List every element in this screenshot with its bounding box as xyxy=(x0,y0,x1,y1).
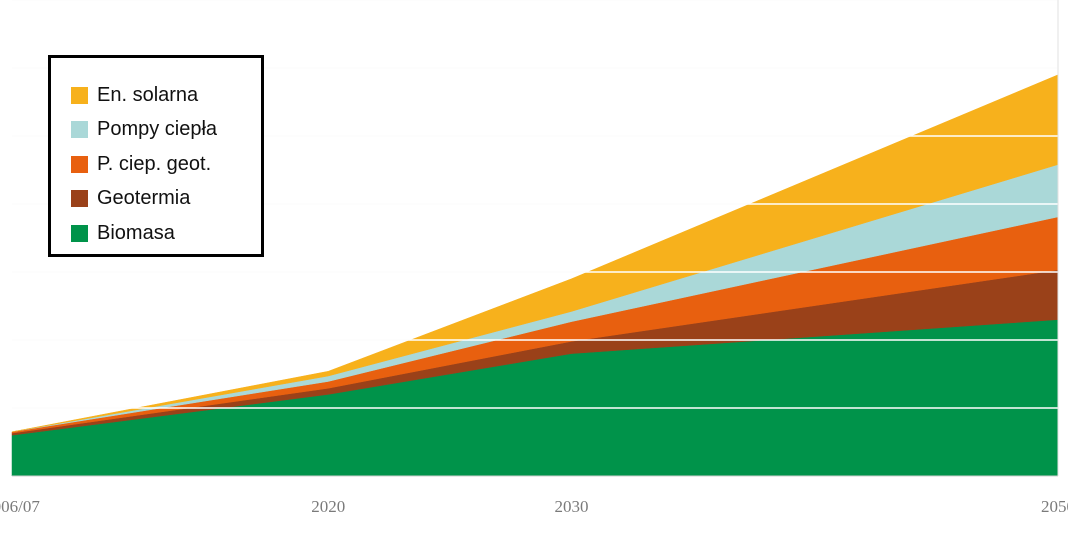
legend-label: En. solarna xyxy=(97,83,199,106)
x-tick-label: 2030 xyxy=(554,497,588,516)
legend-swatch xyxy=(71,86,88,104)
legend-label: P. ciep. geot. xyxy=(97,152,212,175)
legend-item: Geotermia xyxy=(71,182,261,217)
legend-label: Biomasa xyxy=(97,221,175,244)
legend-swatch xyxy=(71,190,88,208)
x-axis-ticks: 2006/07 2020 2030 2050 xyxy=(0,497,1068,516)
legend-swatch xyxy=(71,155,88,173)
legend: En. solarna Pompy ciepła P. ciep. geot. Geo… xyxy=(48,55,264,257)
x-tick-label: 2050 xyxy=(1041,497,1068,516)
legend-swatch xyxy=(71,121,88,139)
legend-item: P. ciep. geot. xyxy=(71,147,261,182)
x-tick-label: 2006/07 xyxy=(0,497,40,516)
legend-label: Pompy ciepła xyxy=(97,118,218,141)
legend-swatch xyxy=(71,224,88,242)
legend-item: Biomasa xyxy=(71,216,261,251)
legend-item: En. solarna xyxy=(71,78,261,113)
legend-label: Geotermia xyxy=(97,187,191,210)
legend-item: Pompy ciepła xyxy=(71,113,261,148)
x-tick-label: 2020 xyxy=(311,497,345,516)
